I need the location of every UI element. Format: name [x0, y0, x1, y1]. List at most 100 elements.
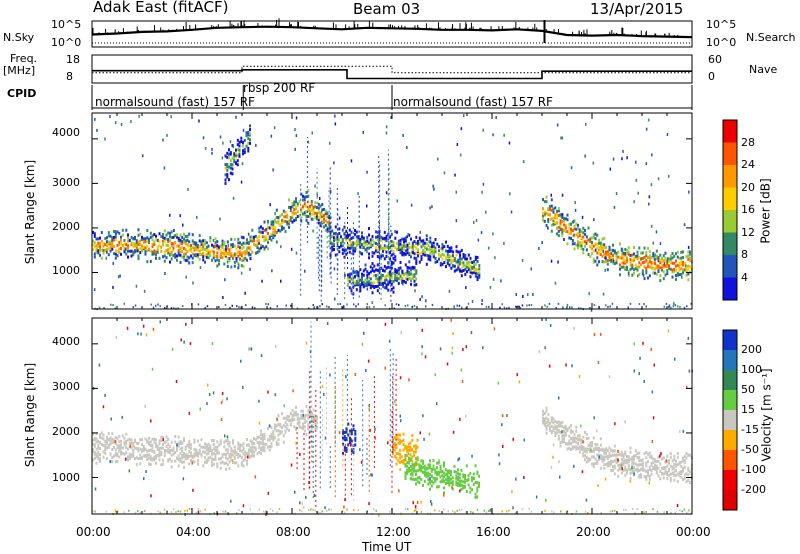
- velocity-cell: [281, 430, 283, 434]
- power-cell: [671, 252, 674, 255]
- power-cell: [231, 172, 234, 176]
- power-cell: [561, 216, 564, 219]
- power-cell: [114, 252, 117, 256]
- velocity-noise: [267, 491, 270, 495]
- power-cell: [418, 252, 421, 256]
- power-cell: [464, 257, 467, 261]
- velocity-noise: [597, 484, 599, 487]
- velocity-cell: [549, 421, 551, 425]
- power-cell: [323, 217, 325, 221]
- velocity-cell: [216, 449, 219, 453]
- velocity-cell: [263, 437, 266, 440]
- power-cell: [471, 261, 474, 264]
- velocity-cell: [404, 456, 407, 460]
- velocity-ground: [310, 508, 312, 511]
- power-cell: [359, 287, 362, 290]
- velocity-colorbar-tick: 200: [741, 343, 762, 356]
- power-cell: [193, 253, 196, 257]
- velocity-cell: [170, 440, 173, 444]
- power-noise: [541, 241, 543, 244]
- freq-panel: [92, 65, 692, 80]
- velocity-cell: [601, 459, 604, 463]
- power-cell: [364, 263, 367, 267]
- velocity-cell: [443, 464, 445, 468]
- velocity-noise: [368, 407, 370, 411]
- power-cell: [260, 246, 262, 250]
- radar-title: Adak East (fitACF): [93, 0, 229, 16]
- power-cell: [668, 257, 670, 261]
- power-cell: [396, 273, 398, 277]
- velocity-cell: [603, 466, 606, 470]
- power-cell: [128, 238, 131, 242]
- velocity-noise: [145, 333, 148, 337]
- power-cell: [661, 260, 663, 264]
- velocity-cell: [155, 454, 157, 458]
- velocity-cell: [409, 441, 412, 445]
- power-cell: [380, 254, 383, 258]
- velocity-cell: [464, 474, 466, 477]
- power-cell: [473, 268, 475, 272]
- power-cell: [93, 245, 96, 249]
- power-cell: [176, 233, 178, 237]
- power-cell: [645, 269, 648, 273]
- power-cell: [279, 214, 282, 218]
- velocity-noise: [267, 390, 269, 394]
- power-cell: [556, 212, 558, 216]
- power-cell: [225, 245, 227, 248]
- velocity-cell: [274, 436, 276, 440]
- velocity-cell: [251, 445, 254, 449]
- cpid-segment-2: rbsp 200 RF: [243, 81, 316, 95]
- velocity-cell: [146, 453, 149, 457]
- power-noise: [433, 187, 435, 191]
- velocity-cell: [606, 464, 609, 468]
- power-cell: [109, 249, 112, 253]
- power-noise: [235, 115, 237, 119]
- velocity-cell: [97, 443, 100, 447]
- velocity-noise: [665, 459, 667, 463]
- velocity-noise: [399, 414, 401, 418]
- power-cell: [223, 243, 226, 247]
- power-cell: [464, 254, 467, 257]
- velocity-cell: [184, 445, 187, 449]
- power-cell: [165, 256, 168, 260]
- velocity-cell: [195, 451, 198, 455]
- power-cell: [249, 247, 252, 251]
- velocity-cell: [411, 477, 414, 481]
- power-cell: [446, 249, 449, 253]
- velocity-cell: [648, 451, 651, 455]
- power-ground: [629, 302, 632, 305]
- power-cell: [228, 259, 231, 263]
- velocity-cell: [146, 439, 149, 443]
- power-noise: [530, 267, 532, 271]
- power-cell: [209, 236, 212, 240]
- velocity-cell: [594, 457, 597, 461]
- velocity-noise: [324, 436, 327, 440]
- velocity-cell: [414, 447, 417, 451]
- velocity-cell: [342, 452, 344, 455]
- velocity-cell: [415, 473, 417, 477]
- velocity-ground: [465, 510, 467, 513]
- power-cell: [598, 260, 600, 264]
- velocity-cell: [668, 473, 670, 477]
- velocity-cell: [95, 447, 98, 451]
- power-cell: [151, 250, 154, 254]
- power-cell: [97, 237, 100, 241]
- power-noise: [477, 238, 480, 242]
- power-cell: [95, 237, 98, 241]
- velocity-cell: [648, 466, 651, 469]
- power-cell: [643, 260, 646, 264]
- power-cell: [92, 239, 94, 243]
- power-cell: [443, 245, 446, 249]
- velocity-cell: [177, 464, 180, 468]
- power-cell: [599, 246, 602, 250]
- velocity-cell: [314, 416, 317, 420]
- velocity-cell: [260, 433, 262, 437]
- velocity-cell: [571, 445, 574, 449]
- velocity-cell: [478, 474, 480, 478]
- velocity-cell: [416, 457, 419, 461]
- power-noise: [561, 136, 564, 140]
- power-noise: [135, 284, 138, 288]
- velocity-cell: [226, 451, 229, 455]
- power-cell: [323, 225, 325, 229]
- velocity-cell: [303, 414, 306, 418]
